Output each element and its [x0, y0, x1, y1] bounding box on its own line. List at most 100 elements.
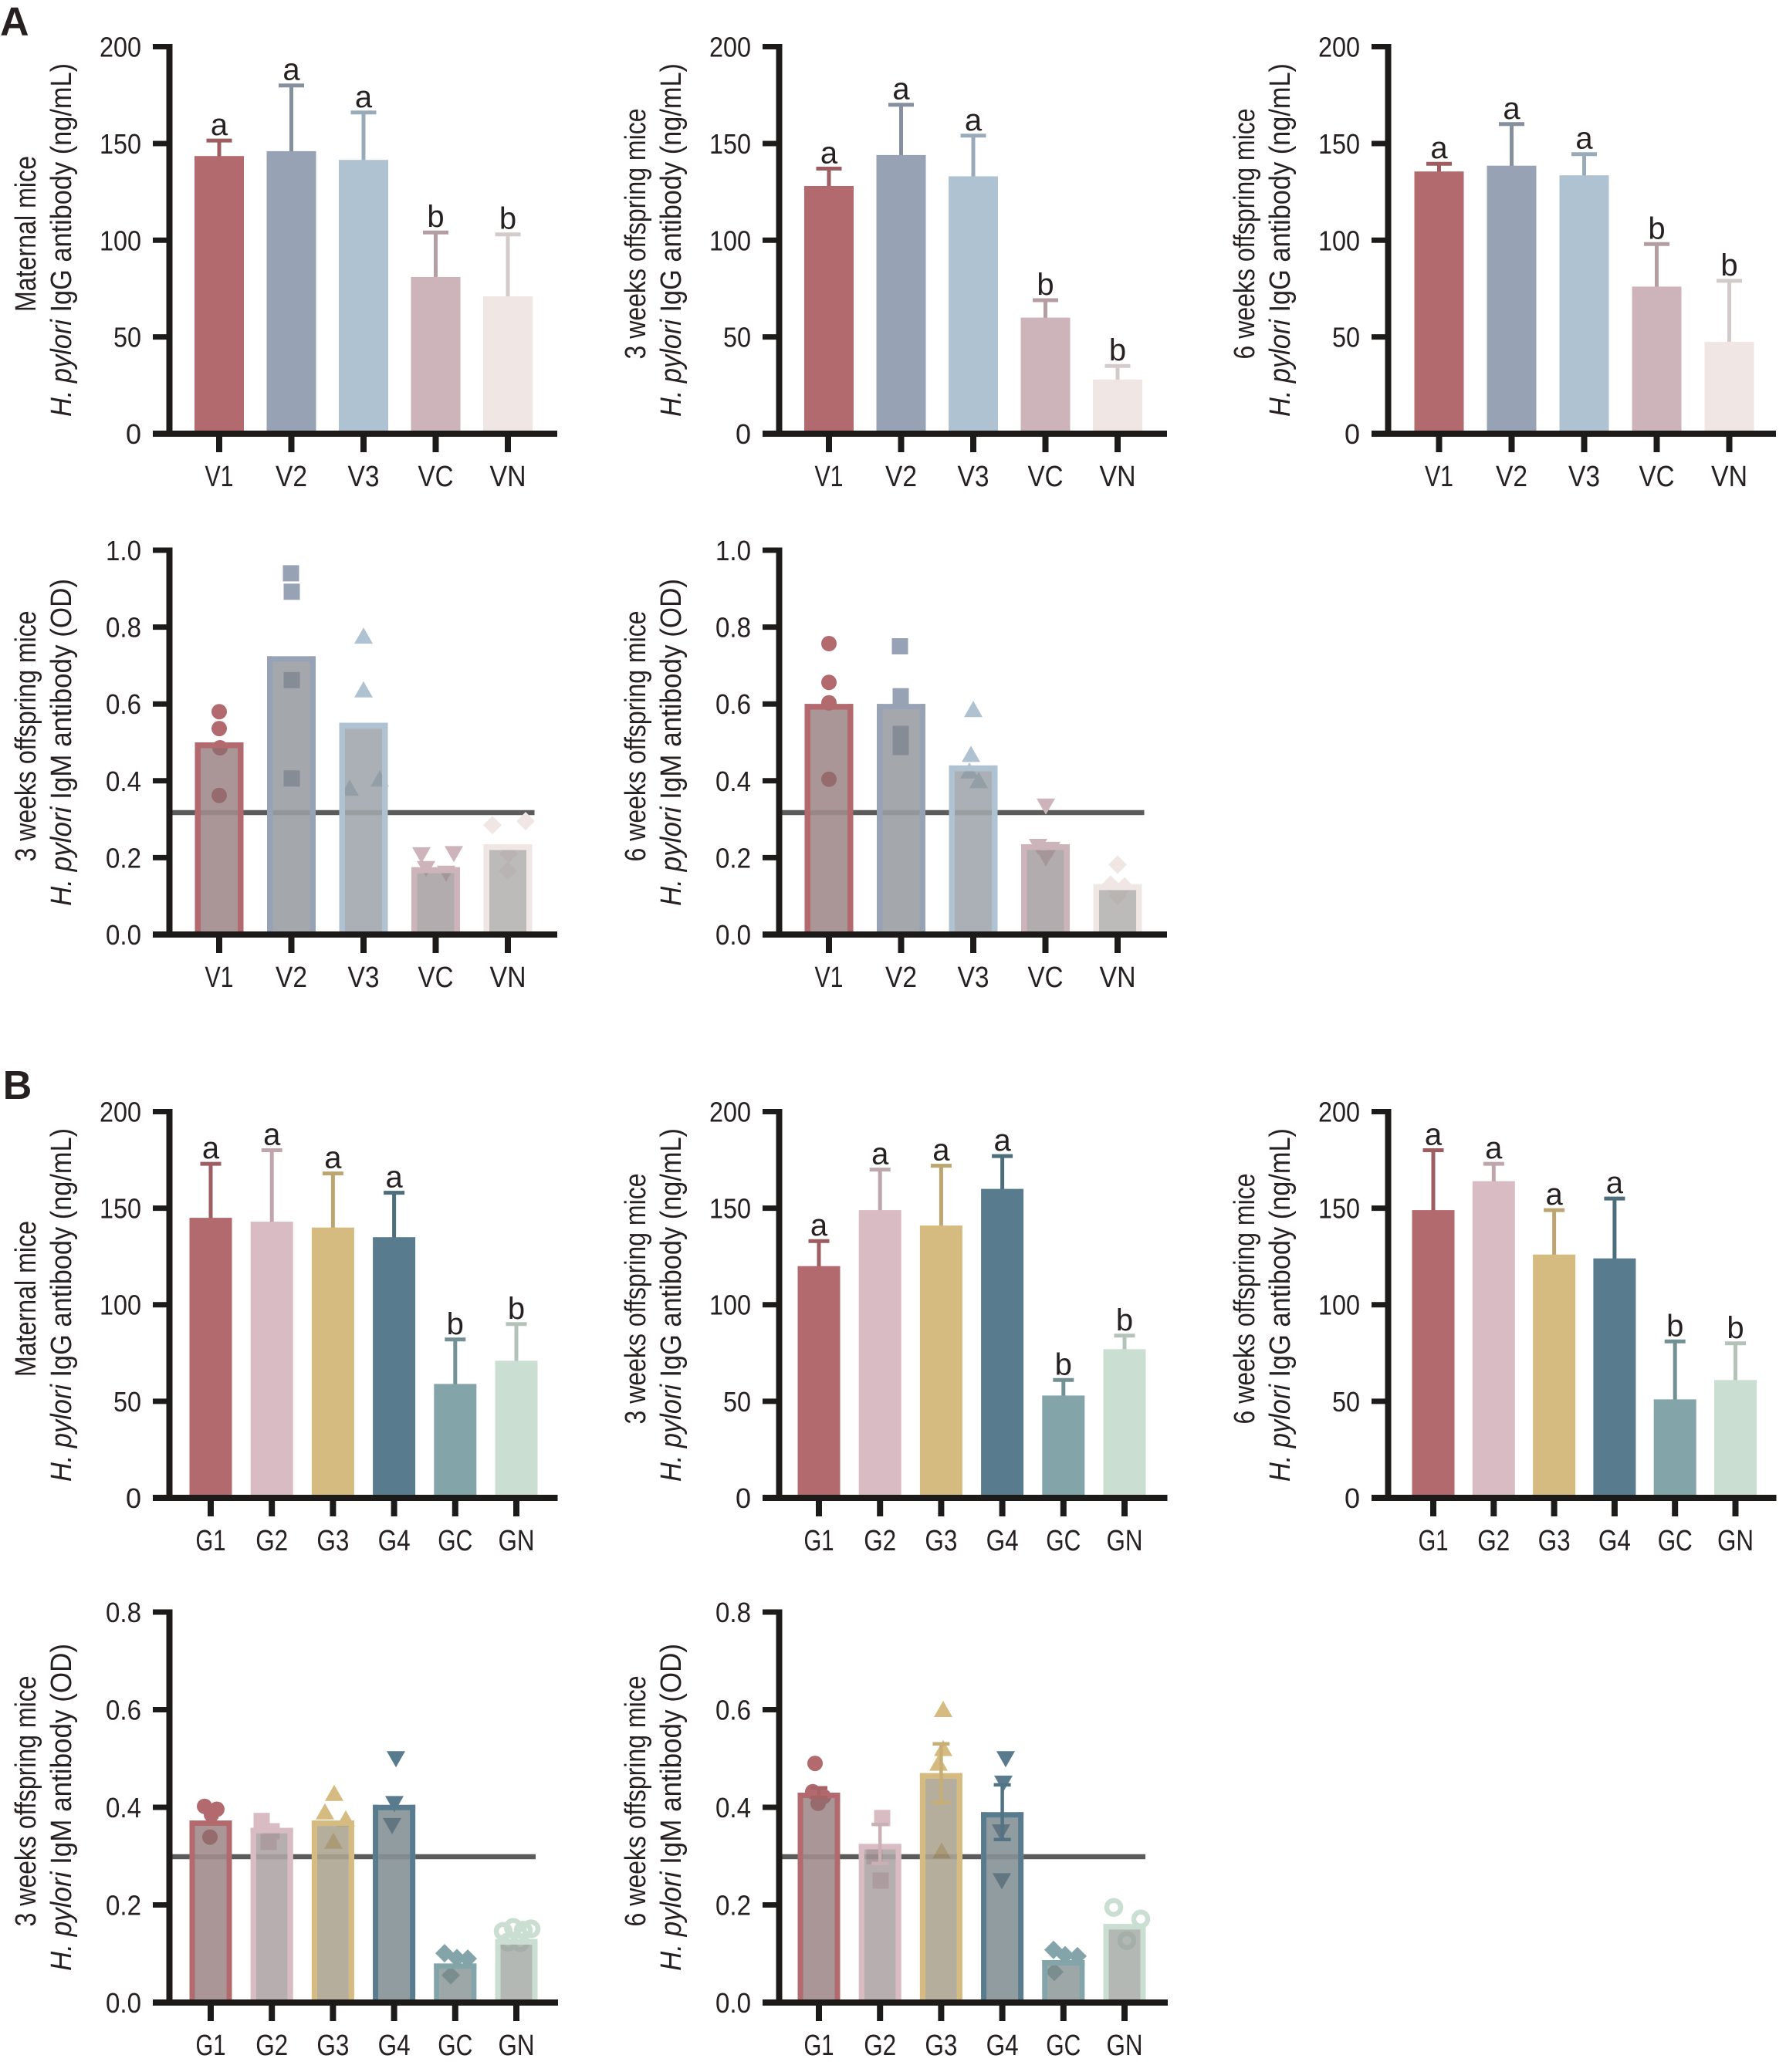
- svg-text:b: b: [508, 1292, 525, 1326]
- svg-text:a: a: [965, 103, 983, 137]
- svg-text:H. pylori IgG antibody (ng/mL): H. pylori IgG antibody (ng/mL): [655, 63, 688, 417]
- svg-text:V3: V3: [1568, 461, 1600, 493]
- svg-text:GN: GN: [1107, 1525, 1143, 1557]
- svg-text:200: 200: [709, 1097, 751, 1128]
- svg-text:100: 100: [1318, 225, 1360, 256]
- svg-text:0: 0: [1345, 418, 1360, 450]
- svg-text:200: 200: [709, 32, 751, 63]
- svg-text:V1: V1: [205, 962, 234, 994]
- svg-text:b: b: [1037, 268, 1054, 302]
- svg-text:1.0: 1.0: [715, 535, 751, 566]
- svg-text:100: 100: [709, 1290, 751, 1321]
- svg-text:0.2: 0.2: [106, 842, 141, 874]
- svg-text:VC: VC: [1028, 461, 1064, 493]
- svg-text:6 weeks offspring mice: 6 weeks offspring mice: [620, 611, 652, 862]
- svg-text:0.6: 0.6: [106, 688, 141, 720]
- svg-text:b: b: [1116, 1303, 1133, 1337]
- svg-text:VC: VC: [418, 461, 454, 493]
- svg-text:G2: G2: [255, 2030, 288, 2062]
- svg-text:100: 100: [1318, 1290, 1360, 1321]
- svg-text:VN: VN: [1711, 461, 1747, 493]
- svg-text:a: a: [993, 1124, 1011, 1158]
- svg-text:G3: G3: [925, 1525, 957, 1557]
- svg-text:G1: G1: [196, 2030, 226, 2062]
- svg-text:H. pylori IgG antibody (ng/mL): H. pylori IgG antibody (ng/mL): [46, 1128, 78, 1482]
- svg-text:GC: GC: [1046, 1525, 1081, 1557]
- svg-text:V1: V1: [205, 461, 234, 493]
- svg-text:0: 0: [126, 418, 141, 450]
- svg-text:100: 100: [100, 1290, 141, 1321]
- svg-text:V3: V3: [958, 962, 989, 994]
- svg-text:3 weeks offspring mice: 3 weeks offspring mice: [620, 1174, 652, 1425]
- svg-text:a: a: [932, 1134, 950, 1168]
- svg-text:0.4: 0.4: [106, 1792, 141, 1824]
- svg-text:VN: VN: [490, 962, 526, 994]
- svg-text:50: 50: [723, 322, 751, 353]
- svg-text:a: a: [324, 1141, 342, 1175]
- svg-text:200: 200: [1318, 1097, 1360, 1128]
- svg-text:b: b: [499, 202, 516, 236]
- svg-text:0: 0: [736, 418, 751, 450]
- svg-text:GC: GC: [1046, 2030, 1081, 2062]
- svg-text:50: 50: [723, 1386, 751, 1418]
- svg-text:b: b: [1727, 1311, 1744, 1345]
- svg-text:6 weeks offspring mice: 6 weeks offspring mice: [1229, 109, 1261, 360]
- svg-text:0.4: 0.4: [715, 1792, 751, 1824]
- svg-text:0.4: 0.4: [715, 766, 751, 797]
- svg-text:a: a: [202, 1131, 220, 1165]
- svg-text:V3: V3: [348, 461, 380, 493]
- svg-text:50: 50: [1332, 322, 1360, 353]
- svg-text:0: 0: [1345, 1482, 1360, 1514]
- svg-text:0: 0: [126, 1482, 141, 1514]
- svg-text:a: a: [1575, 122, 1593, 156]
- svg-text:0: 0: [736, 1482, 751, 1514]
- svg-text:G4: G4: [986, 1525, 1019, 1557]
- svg-text:50: 50: [1332, 1386, 1360, 1418]
- svg-text:a: a: [871, 1137, 889, 1171]
- svg-text:V2: V2: [276, 461, 307, 493]
- svg-text:a: a: [1425, 1118, 1443, 1152]
- svg-text:G4: G4: [986, 2030, 1019, 2062]
- svg-text:a: a: [355, 80, 373, 114]
- svg-text:VC: VC: [418, 962, 454, 994]
- svg-text:a: a: [385, 1161, 403, 1195]
- svg-text:G4: G4: [1598, 1525, 1631, 1557]
- svg-text:150: 150: [100, 128, 141, 160]
- svg-text:G4: G4: [378, 2030, 411, 2062]
- svg-text:6 weeks offspring mice: 6 weeks offspring mice: [620, 1676, 652, 1927]
- svg-text:V3: V3: [958, 461, 989, 493]
- svg-text:V2: V2: [1496, 461, 1527, 493]
- svg-text:200: 200: [1318, 32, 1360, 63]
- svg-text:b: b: [1055, 1347, 1072, 1381]
- svg-text:150: 150: [1318, 128, 1360, 160]
- svg-text:0.2: 0.2: [715, 1890, 751, 1922]
- svg-text:0.8: 0.8: [715, 1597, 751, 1628]
- svg-text:H. pylori IgM antibody (OD): H. pylori IgM antibody (OD): [46, 579, 78, 906]
- svg-text:a: a: [810, 1208, 828, 1242]
- svg-text:3 weeks offspring mice: 3 weeks offspring mice: [10, 1676, 42, 1927]
- svg-text:G1: G1: [804, 1525, 834, 1557]
- svg-text:Maternal mice: Maternal mice: [10, 156, 42, 312]
- svg-text:G1: G1: [196, 1525, 226, 1557]
- svg-text:V2: V2: [276, 962, 307, 994]
- svg-text:GN: GN: [499, 2030, 535, 2062]
- svg-text:G3: G3: [316, 1525, 349, 1557]
- svg-text:b: b: [427, 200, 444, 234]
- svg-text:H. pylori IgM antibody (OD): H. pylori IgM antibody (OD): [46, 1644, 78, 1971]
- svg-text:GN: GN: [499, 1525, 535, 1557]
- svg-text:0.8: 0.8: [715, 612, 751, 644]
- svg-text:VN: VN: [1100, 461, 1136, 493]
- svg-text:0.6: 0.6: [715, 1695, 751, 1726]
- svg-text:0.2: 0.2: [715, 842, 751, 874]
- svg-text:H. pylori IgG antibody (ng/mL): H. pylori IgG antibody (ng/mL): [1264, 63, 1297, 417]
- svg-text:a: a: [1606, 1166, 1624, 1200]
- svg-text:a: a: [1545, 1178, 1563, 1212]
- svg-text:GN: GN: [1107, 2030, 1143, 2062]
- svg-text:GC: GC: [1658, 1525, 1693, 1557]
- svg-text:3 weeks offspring mice: 3 weeks offspring mice: [10, 611, 42, 862]
- svg-text:V1: V1: [815, 962, 844, 994]
- svg-text:0.0: 0.0: [715, 1987, 751, 2019]
- svg-text:H. pylori IgM antibody (OD): H. pylori IgM antibody (OD): [655, 579, 688, 906]
- svg-text:G1: G1: [804, 2030, 834, 2062]
- svg-text:VN: VN: [490, 461, 526, 493]
